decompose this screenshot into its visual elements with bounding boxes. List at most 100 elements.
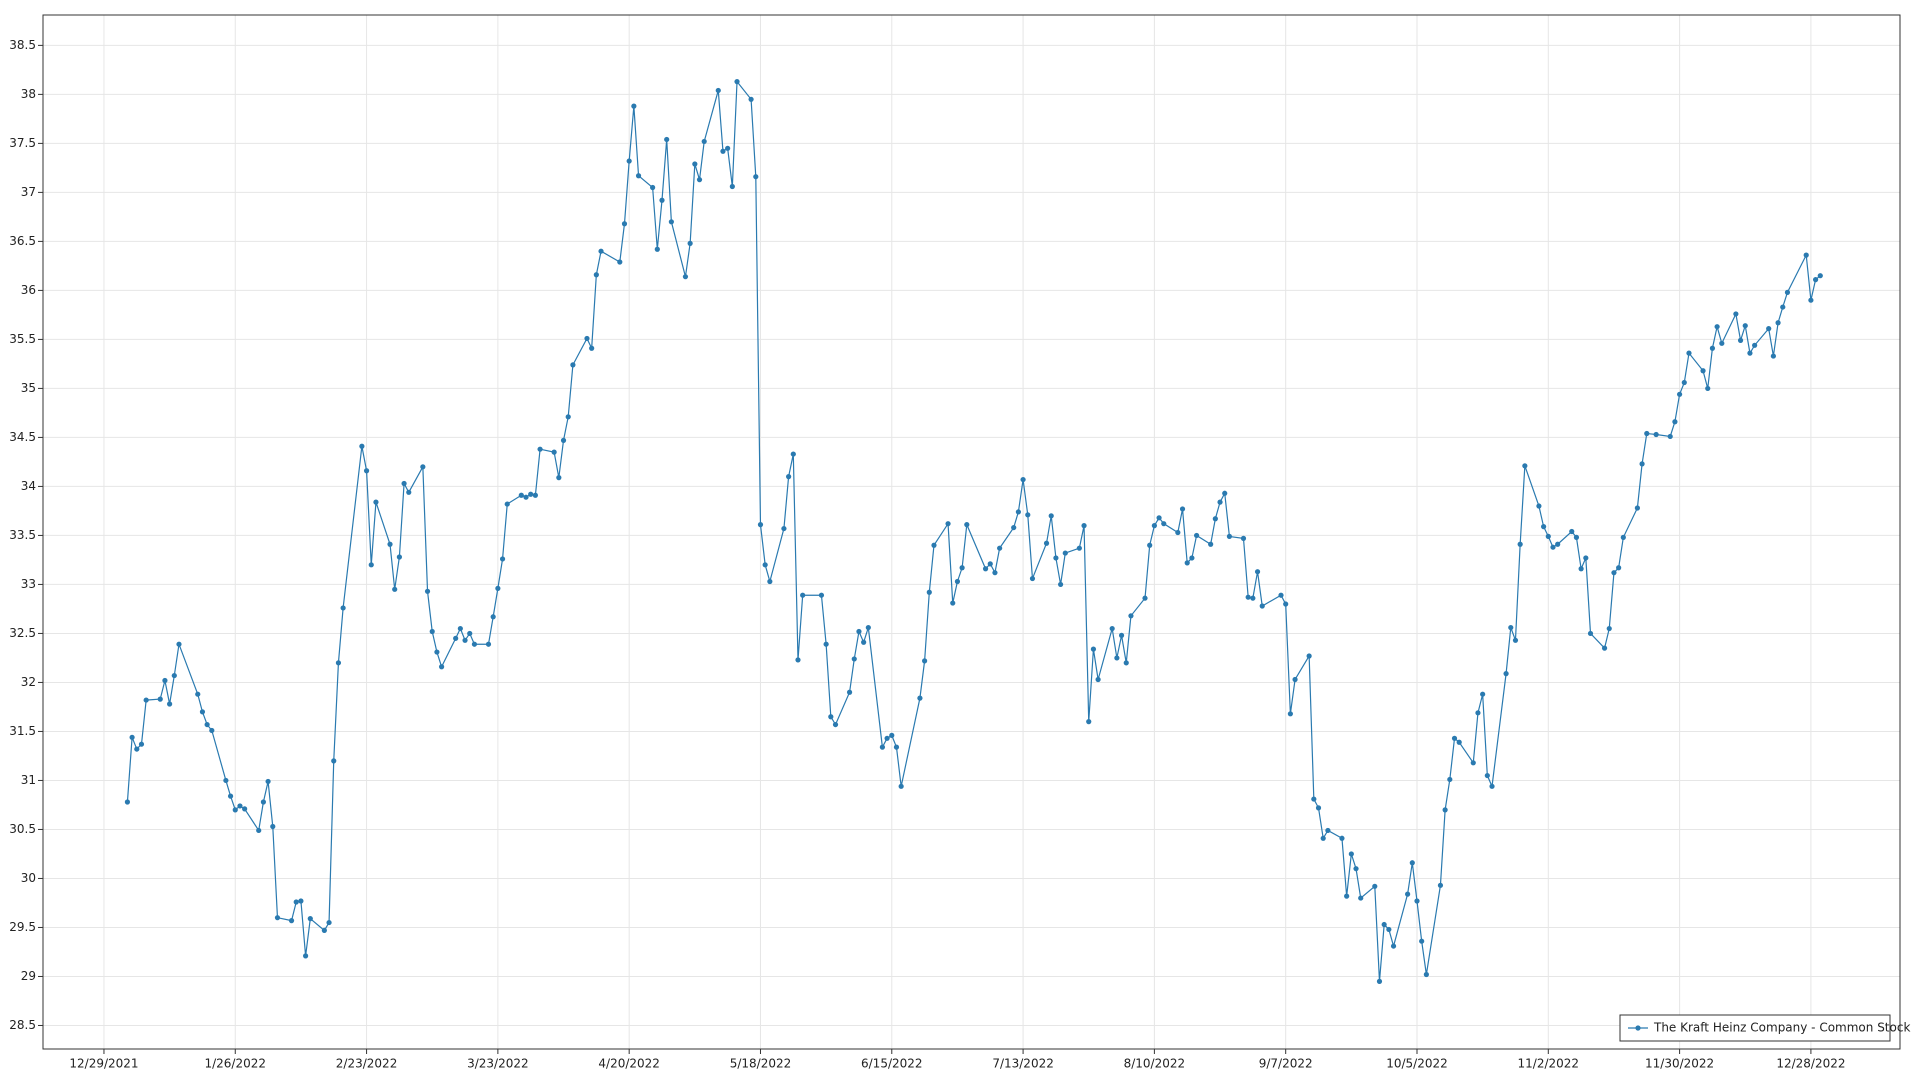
data-point xyxy=(945,521,951,527)
data-point xyxy=(129,734,135,740)
data-point xyxy=(725,145,731,151)
data-point xyxy=(363,468,370,474)
data-point xyxy=(1812,277,1819,283)
data-point xyxy=(1447,776,1453,783)
data-point xyxy=(1217,499,1223,505)
data-point xyxy=(227,793,234,799)
data-point xyxy=(1114,655,1120,661)
data-point xyxy=(1644,430,1650,437)
data-point xyxy=(1752,342,1758,348)
data-point xyxy=(1390,943,1397,949)
data-point xyxy=(1306,653,1312,659)
data-point xyxy=(1053,555,1059,561)
data-point xyxy=(1081,523,1087,529)
data-point xyxy=(1245,594,1251,600)
data-point xyxy=(1667,433,1673,440)
data-point xyxy=(1808,297,1814,303)
data-point xyxy=(1376,978,1383,984)
data-point xyxy=(917,695,923,701)
data-point xyxy=(1484,772,1490,779)
data-point xyxy=(387,541,393,547)
data-point xyxy=(1419,938,1425,944)
data-point xyxy=(293,899,299,905)
data-point xyxy=(682,274,689,280)
y-tick-label: 28.5 xyxy=(9,1018,36,1032)
data-point xyxy=(1193,532,1200,539)
data-point xyxy=(1090,646,1097,652)
data-point xyxy=(1517,541,1523,547)
data-point xyxy=(1222,490,1228,496)
data-point xyxy=(1325,827,1331,834)
data-point xyxy=(1672,419,1678,425)
data-point xyxy=(617,259,623,265)
data-point xyxy=(1057,581,1064,588)
data-point xyxy=(537,446,543,452)
data-point xyxy=(368,562,374,568)
data-point xyxy=(1250,595,1256,601)
data-point xyxy=(1719,340,1725,346)
data-point xyxy=(1508,624,1514,631)
y-tick-label: 37 xyxy=(21,185,36,199)
data-point xyxy=(1287,711,1293,717)
data-point xyxy=(434,649,440,655)
data-point xyxy=(556,475,562,481)
legend: The Kraft Heinz Company - Common Stock xyxy=(1619,1014,1910,1042)
data-point xyxy=(635,173,642,179)
data-point xyxy=(598,248,604,254)
data-point xyxy=(1705,385,1711,392)
x-tick-label: 12/28/2022 xyxy=(1776,1057,1845,1071)
data-point xyxy=(851,656,857,662)
data-point xyxy=(1226,533,1233,540)
y-tick-label: 29 xyxy=(21,969,36,983)
data-point xyxy=(1700,368,1706,374)
data-point xyxy=(757,522,764,528)
data-point xyxy=(204,721,210,728)
x-tick-label: 2/23/2022 xyxy=(336,1057,398,1071)
data-point xyxy=(453,635,459,641)
data-point xyxy=(518,492,524,498)
data-point xyxy=(1714,324,1720,330)
data-point xyxy=(499,556,506,562)
data-point xyxy=(1686,350,1692,356)
data-point xyxy=(931,542,937,548)
data-point xyxy=(467,630,473,637)
data-point xyxy=(401,480,407,487)
data-point xyxy=(1043,540,1050,546)
data-point xyxy=(260,799,267,805)
x-tick-label: 8/10/2022 xyxy=(1124,1057,1186,1071)
data-point xyxy=(504,501,510,507)
data-point xyxy=(832,721,839,728)
data-point xyxy=(715,87,721,94)
data-point xyxy=(307,916,313,922)
data-point xyxy=(1606,625,1612,632)
data-point xyxy=(922,658,928,664)
data-point xyxy=(753,174,759,180)
data-point xyxy=(1142,595,1148,601)
data-point xyxy=(1616,565,1622,571)
data-point xyxy=(406,489,412,495)
data-point xyxy=(1423,971,1429,978)
x-tick-label: 7/13/2022 xyxy=(992,1057,1054,1071)
data-point xyxy=(1212,516,1218,522)
y-tick-label: 33 xyxy=(21,577,36,591)
x-tick-label: 5/18/2022 xyxy=(730,1057,792,1071)
data-point xyxy=(495,585,501,591)
data-point xyxy=(1512,637,1519,643)
data-point xyxy=(331,758,337,764)
data-point xyxy=(1381,921,1387,928)
data-point xyxy=(1766,326,1772,332)
data-point xyxy=(1015,509,1021,515)
data-point xyxy=(1123,660,1129,666)
data-point xyxy=(298,898,304,904)
data-point xyxy=(1076,545,1082,551)
data-point xyxy=(1480,691,1486,697)
data-point xyxy=(199,709,206,715)
data-point xyxy=(1780,304,1786,310)
data-point xyxy=(762,562,768,568)
data-point xyxy=(1109,625,1115,632)
data-point xyxy=(1118,632,1125,639)
data-point xyxy=(1254,569,1261,575)
y-tick-label: 33.5 xyxy=(9,528,36,542)
x-tick-label: 3/23/2022 xyxy=(467,1057,529,1071)
